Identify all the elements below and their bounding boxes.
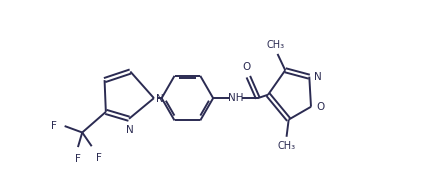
Text: F: F: [96, 153, 102, 163]
Text: O: O: [316, 102, 325, 112]
Text: CH₃: CH₃: [267, 40, 285, 50]
Text: N: N: [314, 72, 322, 82]
Text: O: O: [243, 61, 251, 72]
Text: N: N: [126, 125, 133, 135]
Text: N: N: [156, 94, 163, 103]
Text: CH₃: CH₃: [278, 141, 295, 151]
Text: F: F: [51, 121, 57, 131]
Text: NH: NH: [228, 93, 243, 103]
Text: F: F: [75, 154, 81, 164]
